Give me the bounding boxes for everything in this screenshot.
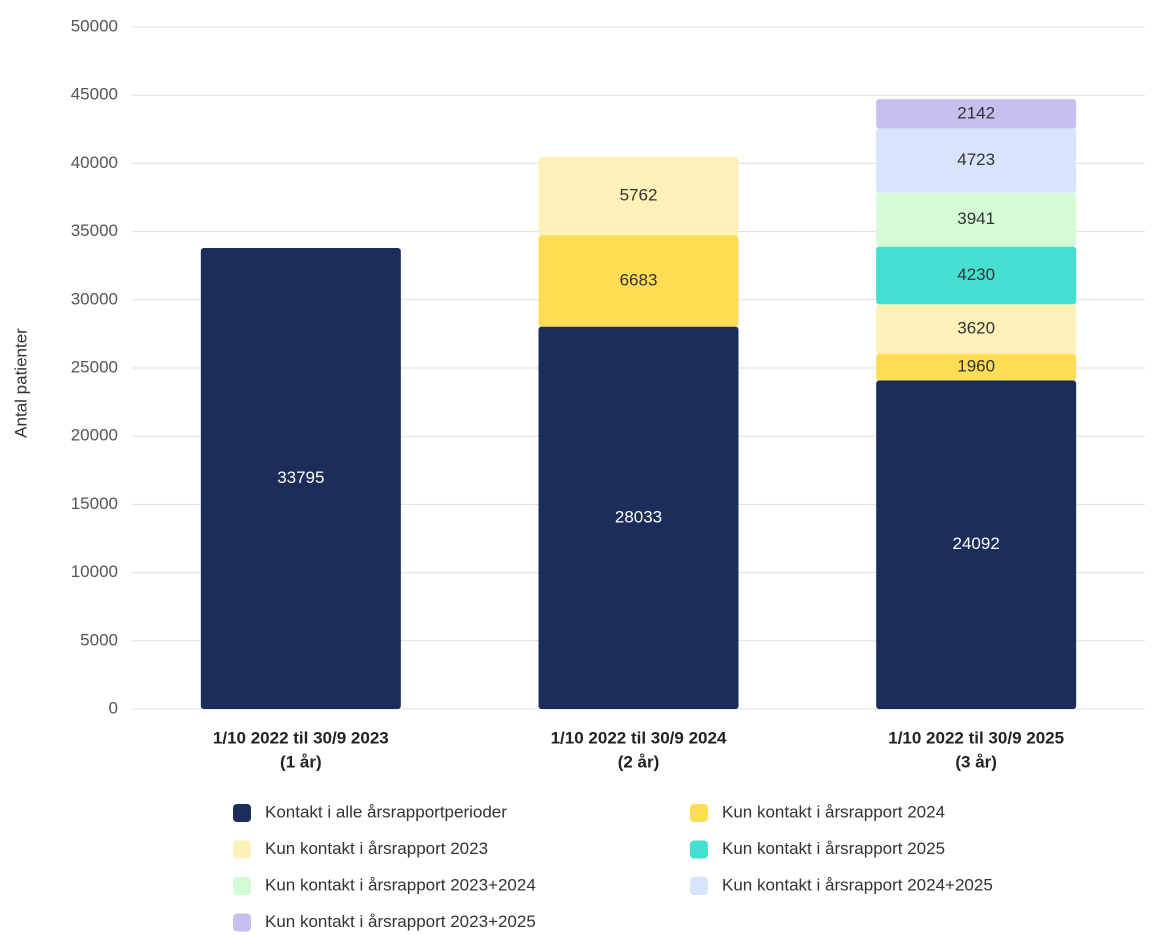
data-label: 3620 [957,318,995,337]
legend-swatch [233,840,251,859]
y-tick-label: 40000 [71,153,118,172]
x-tick-label: (1 år) [280,752,322,771]
data-label: 4723 [957,150,995,169]
y-tick-label: 5000 [80,630,118,649]
bar-segment [876,304,1077,354]
x-tick-label: 1/10 2022 til 30/9 2025 [888,728,1064,747]
data-label: 1960 [957,357,995,376]
bar-segment [876,353,1077,381]
legend-swatch [690,877,708,895]
legend-swatch [690,840,708,859]
legend-label: Kun kontakt i årsrapport 2023+2024 [265,875,536,894]
y-tick-label: 10000 [71,562,118,581]
data-label: 6683 [620,271,658,290]
bar-segment [538,326,739,709]
legend-label: Kun kontakt i årsrapport 2023+2025 [265,912,536,931]
y-tick-label: 0 [109,698,118,717]
y-tick-label: 15000 [71,494,118,513]
legend-swatch [690,804,708,822]
y-tick-label: 45000 [71,85,118,104]
y-tick-label: 30000 [71,289,118,308]
legend-swatch [233,913,251,932]
y-tick-label: 20000 [71,426,118,445]
legend-label: Kun kontakt i årsrapport 2023 [265,839,488,858]
bar-segment [876,99,1077,129]
legend-label: Kun kontakt i årsrapport 2024 [722,802,945,821]
x-tick-label: (2 år) [618,752,660,771]
bar-segment [538,235,739,327]
legend-swatch [233,804,251,822]
data-label: 24092 [953,534,1000,553]
data-label: 5762 [620,186,658,205]
legend-swatch [233,877,251,895]
y-tick-label: 50000 [71,16,118,35]
legend-label: Kun kontakt i årsrapport 2024+2025 [722,875,993,894]
x-tick-label: (3 år) [955,752,997,771]
legend-label: Kontakt i alle årsrapportperioder [265,802,507,821]
data-label: 4230 [957,265,995,284]
y-axis-label: Antal patienter [11,328,30,438]
legend-label: Kun kontakt i årsrapport 2025 [722,839,945,858]
data-label: 3941 [957,209,995,228]
bar-segment [876,192,1077,247]
data-label: 2142 [957,103,995,122]
bar-segment [876,380,1077,709]
x-tick-label: 1/10 2022 til 30/9 2023 [213,728,389,747]
x-tick-label: 1/10 2022 til 30/9 2024 [551,728,727,747]
bar-segment [876,246,1077,305]
y-tick-label: 25000 [71,357,118,376]
data-label: 28033 [615,507,662,526]
bar-segment [538,156,739,236]
data-label: 33795 [277,468,324,487]
bar-segment [200,248,401,709]
bar-segment [876,128,1077,193]
y-tick-label: 35000 [71,221,118,240]
